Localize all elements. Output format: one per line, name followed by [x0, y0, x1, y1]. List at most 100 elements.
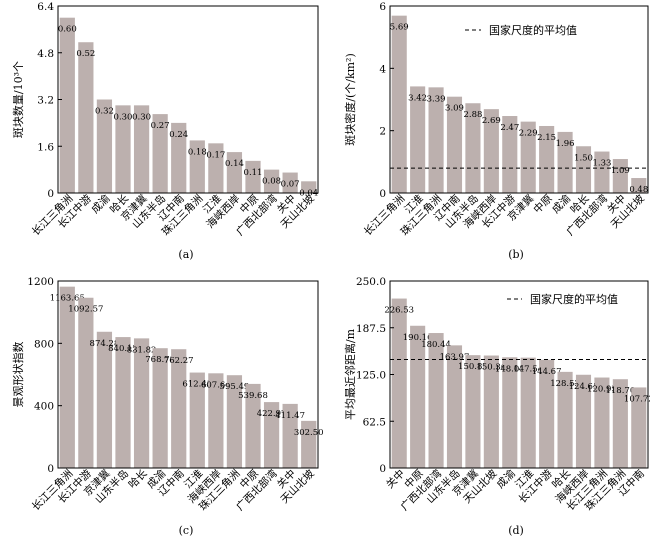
panel-label: (a)	[178, 248, 193, 261]
legend-label: 国家尺度的平均值	[489, 23, 577, 37]
bar	[171, 349, 187, 468]
bar	[575, 374, 592, 468]
bar	[263, 169, 280, 194]
data-label: 0.08	[262, 177, 281, 187]
plot-frame	[57, 280, 319, 469]
bar	[465, 103, 481, 193]
bar	[446, 96, 463, 193]
y-tick-label: 6	[379, 1, 386, 13]
bar	[152, 348, 168, 468]
bar	[539, 359, 555, 468]
y-tick-label: 0	[47, 188, 54, 200]
data-label: 0.30	[114, 112, 133, 122]
bar	[410, 86, 426, 193]
data-label: 226.53	[384, 306, 414, 316]
data-label: 2.69	[482, 116, 501, 126]
bar	[520, 121, 536, 193]
y-tick-label: 4.8	[37, 48, 54, 60]
data-label: 0.07	[281, 180, 300, 190]
data-label: 118.70	[605, 386, 635, 396]
bar	[539, 125, 555, 193]
bar	[115, 337, 131, 468]
bar	[557, 371, 573, 468]
data-label: 3.09	[445, 104, 464, 114]
y-tick-label: 3.2	[37, 95, 54, 107]
y-tick-label: 400	[34, 401, 54, 413]
data-label: 874.28	[90, 339, 120, 349]
bar	[282, 172, 298, 193]
y-tick-label: 62.5	[363, 416, 386, 428]
bar	[594, 377, 610, 468]
bar	[428, 87, 444, 193]
bar	[483, 355, 499, 468]
bar	[226, 375, 243, 468]
data-label: 147.54	[513, 365, 543, 375]
bar	[78, 297, 94, 468]
bar	[282, 403, 298, 468]
bar	[557, 131, 573, 193]
data-label: 0.30	[132, 112, 151, 122]
bar	[612, 159, 628, 193]
bar	[502, 357, 518, 468]
data-label: 0.52	[76, 49, 95, 59]
bar	[226, 152, 243, 193]
bar	[575, 146, 592, 193]
legend-label: 国家尺度的平均值	[530, 292, 618, 306]
y-tick-label: 6.4	[37, 1, 54, 13]
chart-panel-2: 5.69 3.42 3.393.092.882.692.472.29 2.151.96…	[343, 1, 649, 261]
y-tick-label: 187.5	[356, 323, 386, 335]
data-label: 163.97	[440, 352, 470, 362]
data-label: 302.50	[294, 428, 324, 438]
data-label: 612.45	[182, 380, 212, 390]
data-label: 422.97	[257, 409, 287, 419]
data-label: 180.44	[421, 340, 451, 350]
bar	[301, 420, 317, 468]
data-label: 5.69	[390, 23, 409, 33]
bar	[502, 116, 518, 193]
y-axis-title: 平均最近邻距离/m	[343, 328, 357, 420]
data-label: 3.42	[408, 93, 427, 103]
bar	[133, 105, 150, 193]
bar	[96, 331, 113, 468]
y-tick-label: 1.6	[37, 141, 54, 153]
y-tick-label: 800	[34, 338, 54, 350]
data-label: 190.16	[403, 333, 433, 343]
bar	[115, 105, 131, 193]
bar	[152, 114, 168, 193]
data-label: 107.72	[624, 394, 650, 404]
data-label: 840.12	[108, 344, 138, 354]
y-axis-title: 景观形状指数	[11, 342, 25, 408]
y-tick-label: 0	[379, 188, 386, 200]
bar	[208, 143, 224, 193]
data-label: 2.88	[463, 110, 482, 120]
data-label: 762.27	[164, 356, 194, 366]
bar	[96, 99, 113, 193]
data-label: 831.82	[127, 345, 157, 355]
y-axis-title: 斑块数量/10³个	[12, 61, 25, 138]
data-label: 150.36	[476, 363, 506, 373]
data-label: 0.11	[244, 168, 263, 178]
data-label: 0.17	[206, 150, 225, 160]
y-tick-label: 250.0	[356, 276, 386, 288]
data-label: 595.49	[220, 382, 250, 392]
bar	[301, 181, 317, 193]
data-label: 0.60	[58, 25, 77, 35]
bar	[520, 357, 536, 468]
bar	[631, 387, 647, 468]
data-label: 2.47	[500, 123, 519, 133]
data-label: 1.96	[556, 139, 575, 149]
x-category-label: 成渝	[549, 192, 573, 216]
y-tick-label: 1200	[27, 276, 54, 288]
y-tick-label: 2	[379, 126, 386, 138]
bar	[59, 17, 75, 193]
bar	[631, 178, 647, 193]
data-label: 124.65	[569, 382, 599, 392]
bar	[410, 325, 426, 468]
x-category-label: 关中	[383, 467, 407, 491]
data-label: 2.15	[537, 133, 556, 143]
plot-frame	[389, 5, 649, 194]
bar	[391, 298, 407, 468]
